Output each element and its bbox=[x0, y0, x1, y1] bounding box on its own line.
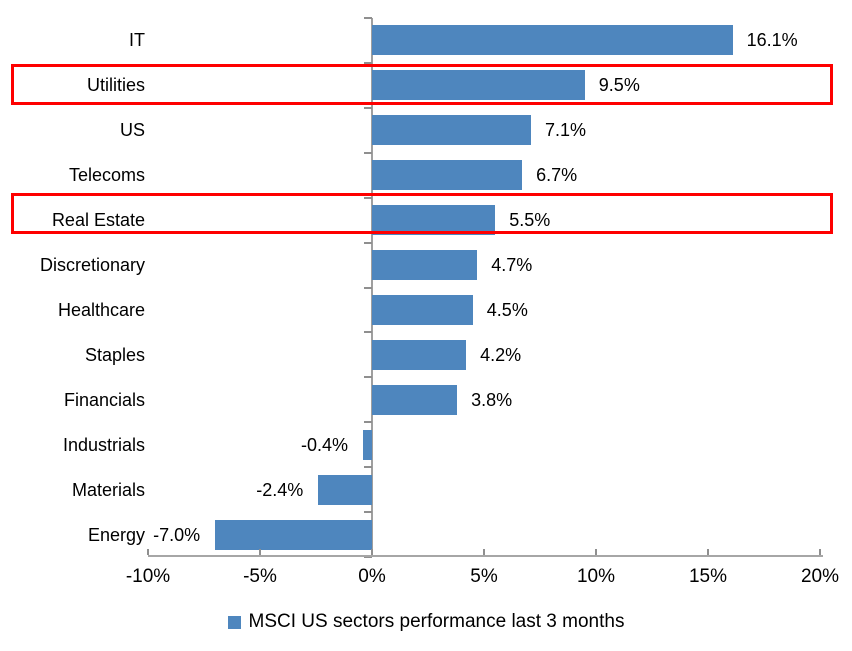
value-axis-tick bbox=[483, 549, 485, 555]
legend: MSCI US sectors performance last 3 month… bbox=[0, 608, 852, 636]
category-axis-tick bbox=[364, 421, 372, 424]
category-label-discretionary: Discretionary bbox=[39, 255, 145, 276]
value-label-industrials: -0.4% bbox=[301, 434, 349, 455]
legend-swatch bbox=[227, 615, 241, 629]
value-label-energy: -7.0% bbox=[153, 524, 201, 545]
value-label-utilities: 9.5% bbox=[598, 75, 640, 96]
value-axis-tick bbox=[371, 549, 373, 555]
category-axis-tick bbox=[364, 556, 372, 558]
bar-staples bbox=[372, 339, 467, 370]
category-label-materials: Materials bbox=[71, 479, 145, 500]
value-axis-tick-label: 0% bbox=[358, 566, 386, 587]
value-label-discretionary: 4.7% bbox=[491, 255, 533, 276]
category-label-real-estate: Real Estate bbox=[51, 210, 145, 231]
value-axis-tick-label: 15% bbox=[688, 566, 728, 587]
value-label-financials: 3.8% bbox=[471, 389, 513, 410]
value-axis-tick-label: -5% bbox=[243, 566, 277, 587]
category-label-staples: Staples bbox=[84, 344, 145, 365]
value-label-telecoms: 6.7% bbox=[536, 165, 578, 186]
bar-discretionary bbox=[372, 250, 478, 281]
value-label-real-estate: 5.5% bbox=[509, 210, 551, 231]
value-axis-tick-label: 5% bbox=[470, 566, 498, 587]
category-axis-tick bbox=[364, 511, 372, 514]
category-axis-tick bbox=[364, 106, 372, 109]
value-axis-tick-label: 20% bbox=[800, 566, 840, 587]
bar-real-estate bbox=[372, 205, 496, 236]
legend-label: MSCI US sectors performance last 3 month… bbox=[248, 611, 625, 632]
value-axis-tick bbox=[147, 549, 149, 555]
value-label-it: 16.1% bbox=[746, 30, 798, 51]
value-axis-tick-label: 10% bbox=[576, 566, 616, 587]
highlight-box-utilities bbox=[11, 63, 833, 105]
category-label-financials: Financials bbox=[63, 389, 145, 410]
category-label-telecoms: Telecoms bbox=[68, 165, 145, 186]
category-label-utilities: Utilities bbox=[86, 75, 145, 96]
highlight-box-real-estate bbox=[11, 192, 833, 234]
category-axis-tick bbox=[364, 286, 372, 289]
bar-utilities bbox=[372, 70, 585, 101]
category-axis-tick bbox=[364, 17, 372, 19]
category-axis-tick bbox=[364, 151, 372, 154]
value-axis-tick bbox=[707, 549, 709, 555]
value-axis-tick bbox=[819, 549, 821, 555]
bar-telecoms bbox=[372, 160, 523, 191]
category-label-energy: Energy bbox=[87, 524, 145, 545]
category-axis-tick bbox=[364, 331, 372, 334]
bar-healthcare bbox=[372, 294, 473, 325]
value-axis-tick bbox=[595, 549, 597, 555]
category-axis-line bbox=[371, 18, 373, 557]
bar-energy bbox=[215, 519, 372, 550]
value-axis-line bbox=[148, 555, 823, 557]
bar-financials bbox=[372, 384, 458, 415]
category-label-healthcare: Healthcare bbox=[57, 299, 145, 320]
value-label-materials: -2.4% bbox=[256, 479, 304, 500]
value-label-us: 7.1% bbox=[545, 120, 587, 141]
bar-materials bbox=[318, 474, 372, 505]
value-axis-tick bbox=[259, 549, 261, 555]
bar-us bbox=[372, 115, 532, 146]
category-axis-tick bbox=[364, 196, 372, 199]
bar-industrials bbox=[363, 429, 372, 460]
category-axis-tick bbox=[364, 61, 372, 64]
value-label-staples: 4.2% bbox=[480, 344, 522, 365]
category-label-it: IT bbox=[129, 30, 145, 51]
category-label-us: US bbox=[119, 120, 145, 141]
category-axis-tick bbox=[364, 241, 372, 244]
value-label-healthcare: 4.5% bbox=[486, 299, 528, 320]
bar-it bbox=[372, 25, 733, 56]
value-axis-tick-label: -10% bbox=[125, 566, 171, 587]
category-axis-tick bbox=[364, 466, 372, 469]
category-axis-tick bbox=[364, 376, 372, 379]
category-label-industrials: Industrials bbox=[62, 434, 145, 455]
